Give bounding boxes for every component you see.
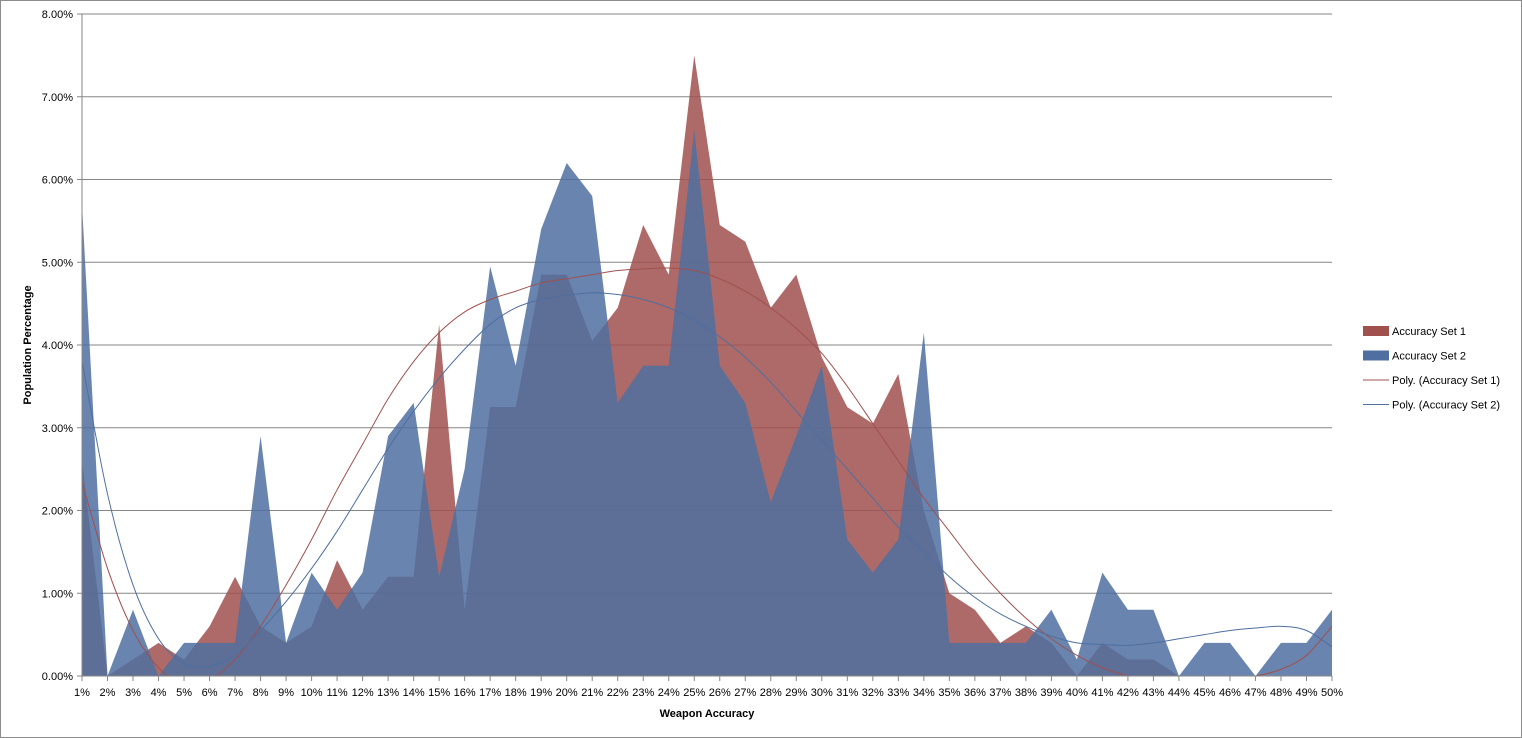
x-tick-label: 39%	[1040, 687, 1062, 699]
x-tick-label: 1%	[74, 687, 90, 699]
x-tick-label: 31%	[836, 687, 858, 699]
x-tick-label: 41%	[1091, 687, 1113, 699]
x-tick-label: 47%	[1244, 687, 1266, 699]
y-tick-label: 5.00%	[42, 257, 73, 269]
series-layer	[82, 55, 1332, 677]
x-tick-label: 34%	[913, 687, 935, 699]
y-tick-label: 2.00%	[42, 506, 73, 518]
x-tick-label: 42%	[1117, 687, 1139, 699]
x-tick-label: 12%	[352, 687, 374, 699]
x-tick-label: 22%	[607, 687, 629, 699]
x-tick-label: 48%	[1270, 687, 1292, 699]
legend: Accuracy Set 1 Accuracy Set 2 Poly. (Accur…	[1363, 326, 1500, 412]
x-tick-label: 2%	[100, 687, 116, 699]
x-tick-label: 44%	[1168, 687, 1190, 699]
x-tick-label: 37%	[989, 687, 1011, 699]
x-tick-label: 21%	[581, 687, 603, 699]
x-tick-label: 8%	[253, 687, 269, 699]
x-tick-label: 36%	[964, 687, 986, 699]
trendline-poly-accuracy-set-1-	[82, 267, 1332, 676]
x-tick-label: 5%	[176, 687, 192, 699]
y-tick-label: 1.00%	[42, 588, 73, 600]
x-tick-label: 16%	[454, 687, 476, 699]
trendline-poly-accuracy-set-2-	[82, 292, 1332, 668]
legend-label: Poly. (Accuracy Set 2)	[1392, 400, 1500, 412]
x-tick-label: 10%	[301, 687, 323, 699]
x-tick-label: 20%	[556, 687, 578, 699]
legend-label: Accuracy Set 2	[1392, 351, 1466, 363]
x-tick-label: 35%	[938, 687, 960, 699]
x-tick-label: 7%	[227, 687, 243, 699]
x-tick-label: 3%	[125, 687, 141, 699]
legend-label: Poly. (Accuracy Set 1)	[1392, 375, 1500, 387]
x-tick-label: 11%	[327, 687, 348, 699]
y-tick-label: 0.00%	[42, 671, 73, 683]
x-tick-label: 13%	[377, 687, 399, 699]
x-tick-label: 33%	[887, 687, 909, 699]
x-tick-label: 24%	[658, 687, 680, 699]
y-tick-label: 3.00%	[42, 423, 73, 435]
x-tick-label: 45%	[1193, 687, 1215, 699]
x-tick-label: 29%	[785, 687, 807, 699]
y-axis-title: Population Percentage	[22, 285, 34, 404]
x-tick-label: 26%	[709, 687, 731, 699]
x-tick-label: 18%	[505, 687, 527, 699]
x-tick-label: 28%	[760, 687, 782, 699]
x-tick-label: 6%	[202, 687, 218, 699]
x-axis-title: Weapon Accuracy	[660, 708, 756, 720]
x-tick-label: 38%	[1015, 687, 1037, 699]
y-tick-label: 6.00%	[42, 175, 73, 187]
x-tick-label: 19%	[530, 687, 552, 699]
x-tick-label: 4%	[151, 687, 167, 699]
x-tick-label: 15%	[428, 687, 450, 699]
x-tick-label: 49%	[1295, 687, 1317, 699]
area-series-accuracy-set-2	[82, 129, 1332, 677]
x-tick-label: 9%	[278, 687, 294, 699]
y-tick-label: 4.00%	[42, 340, 73, 352]
y-tick-label: 7.00%	[42, 92, 73, 104]
x-tick-label: 40%	[1066, 687, 1088, 699]
legend-label: Accuracy Set 1	[1392, 326, 1466, 338]
axes: 0.00% 1.00% 2.00% 3.00% 4.00% 5.00% 6.00% 7.00%…	[42, 9, 1343, 699]
x-tick-label: 14%	[403, 687, 425, 699]
x-tick-label: 23%	[632, 687, 654, 699]
x-tick-label: 32%	[862, 687, 884, 699]
x-tick-label: 25%	[683, 687, 705, 699]
x-tick-label: 27%	[734, 687, 756, 699]
legend-swatch	[1363, 326, 1389, 336]
x-tick-label: 17%	[479, 687, 501, 699]
x-tick-label: 43%	[1142, 687, 1164, 699]
x-tick-label: 30%	[811, 687, 833, 699]
x-tick-label: 50%	[1321, 687, 1343, 699]
legend-swatch	[1363, 350, 1389, 361]
x-tick-label: 46%	[1219, 687, 1241, 699]
y-tick-label: 8.00%	[42, 9, 73, 21]
